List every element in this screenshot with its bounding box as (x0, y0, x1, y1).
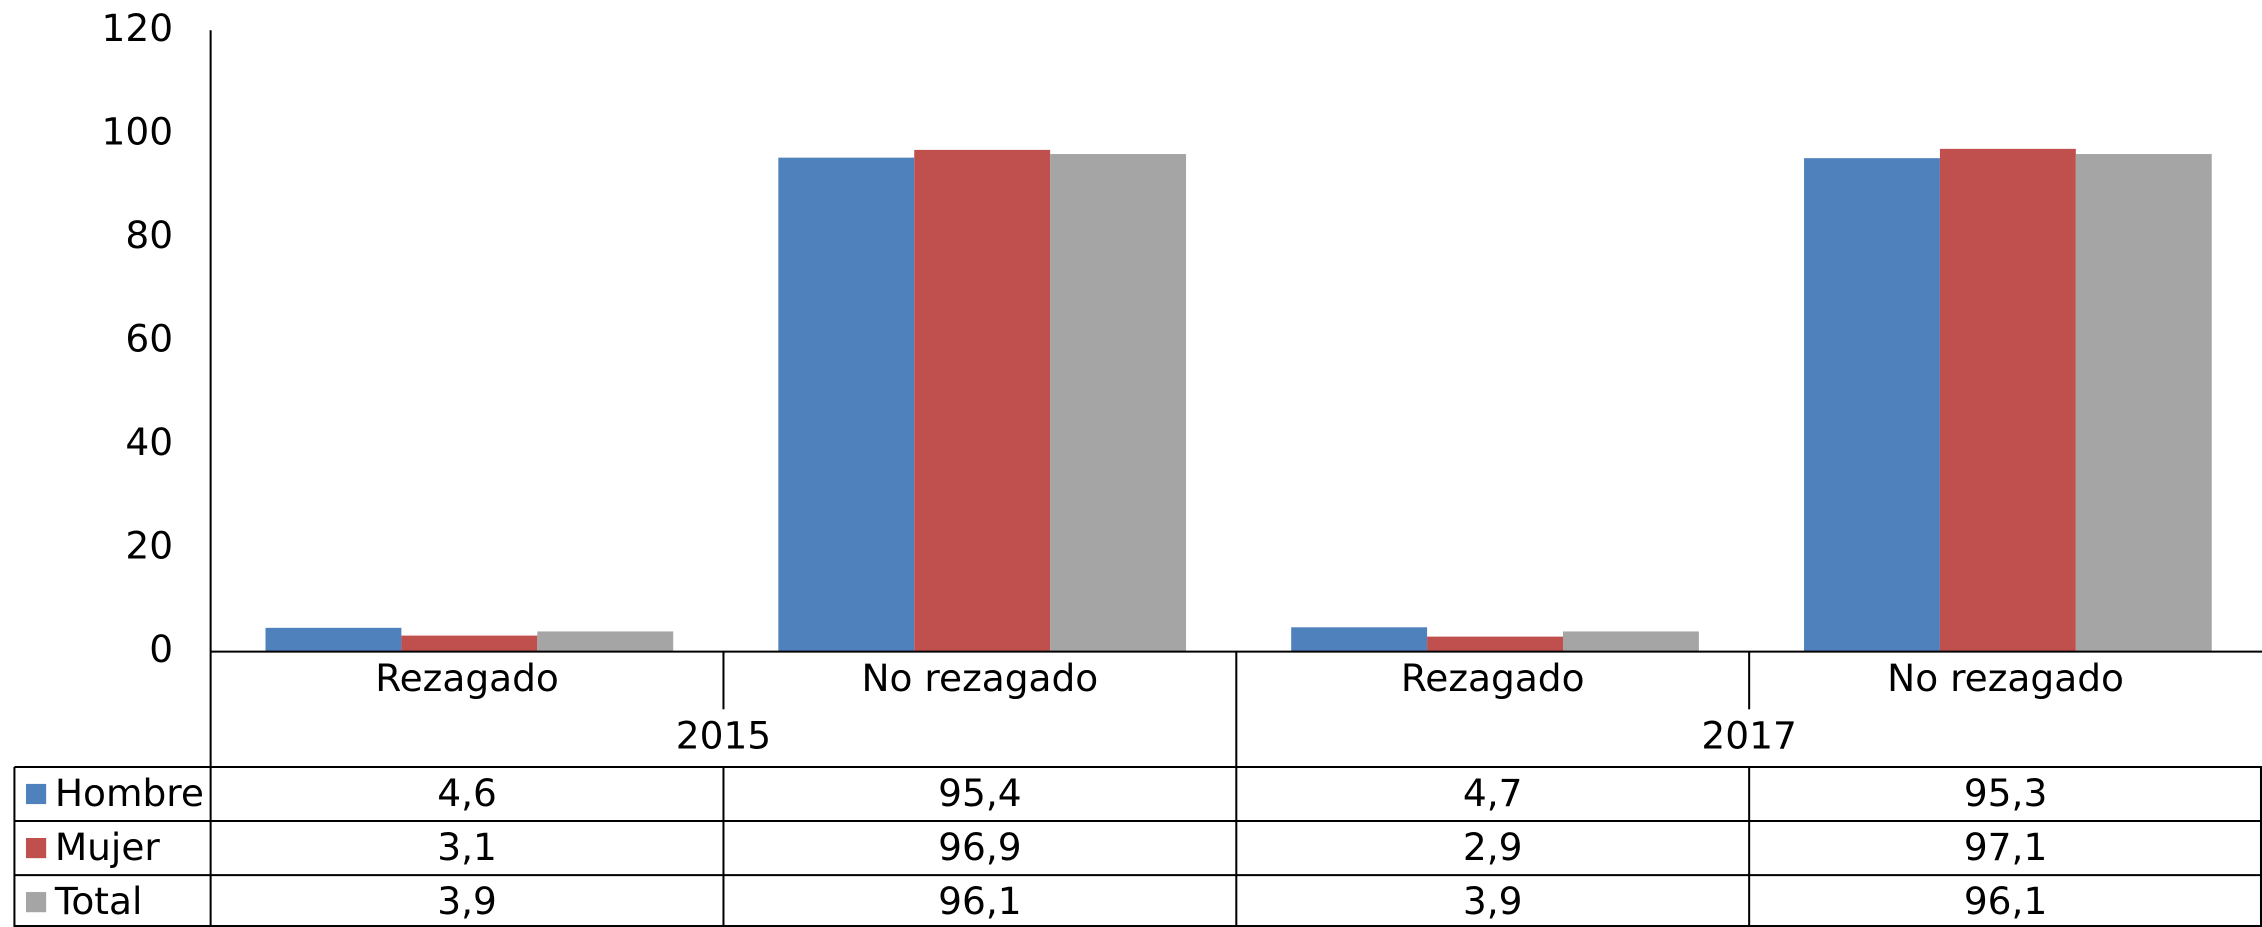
y-tick-label: 20 (125, 524, 173, 568)
legend-label: Mujer (55, 825, 161, 869)
bar (1939, 148, 2076, 652)
y-tick-label: 100 (102, 109, 174, 153)
table-value: 96,9 (938, 825, 1021, 869)
bar (265, 627, 402, 652)
legend-swatch (25, 783, 47, 805)
x-tick-label: Rezagado (375, 656, 559, 700)
legend-swatch (25, 837, 47, 859)
x-tick-label: Rezagado (1401, 656, 1585, 700)
bar (2075, 154, 2212, 652)
group-label: 2015 (676, 714, 771, 758)
table-value: 95,3 (1964, 771, 2047, 815)
x-tick-label: No rezagado (1887, 656, 2124, 700)
y-tick-label: 80 (125, 213, 173, 257)
bar (1050, 154, 1187, 652)
y-tick-label: 0 (149, 627, 173, 671)
bar (1427, 636, 1563, 652)
table-value: 95,4 (938, 771, 1021, 815)
table-value: 4,6 (437, 771, 497, 815)
table-value: 4,7 (1463, 771, 1523, 815)
y-tick-label: 60 (125, 316, 173, 360)
group-label: 2017 (1701, 714, 1796, 758)
table-value: 96,1 (1964, 879, 2047, 923)
bar (401, 635, 538, 652)
bar (1804, 158, 1940, 652)
table-value: 3,9 (1463, 879, 1523, 923)
table-value: 3,1 (437, 825, 497, 869)
table-value: 96,1 (938, 879, 1021, 923)
legend-swatch (25, 892, 47, 913)
table-value: 2,9 (1463, 825, 1523, 869)
bar (914, 149, 1051, 652)
y-tick-label: 120 (102, 6, 174, 50)
legend-label: Total (54, 879, 143, 923)
table-value: 3,9 (437, 879, 497, 923)
bar (537, 631, 674, 652)
bar (1562, 631, 1699, 652)
x-tick-label: No rezagado (862, 656, 1099, 700)
bar (1291, 627, 1428, 652)
table-value: 97,1 (1964, 825, 2047, 869)
y-tick-label: 40 (125, 420, 173, 464)
legend-label: Hombre (55, 771, 204, 815)
bar (778, 157, 915, 652)
